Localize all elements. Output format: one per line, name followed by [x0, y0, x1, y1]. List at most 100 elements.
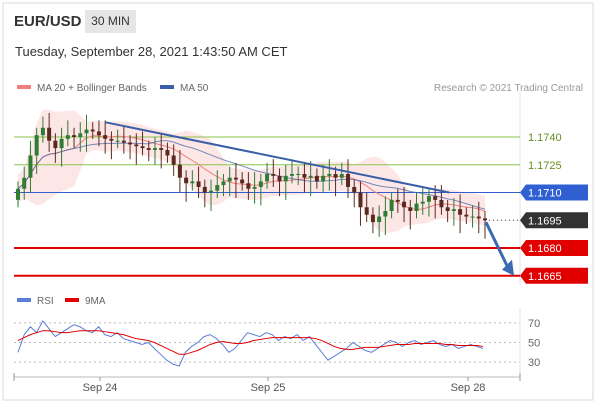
candle-body: [34, 135, 39, 156]
candle-body: [314, 175, 319, 182]
candle-body: [258, 181, 263, 187]
candle-body: [483, 218, 487, 221]
candle-body: [346, 174, 351, 187]
candle-body: [296, 174, 301, 175]
candle-body: [265, 174, 270, 182]
candle-body: [283, 175, 288, 182]
candle-body: [28, 155, 33, 178]
level-label-1.1725: 1.1725: [528, 160, 562, 172]
level-label-1.1710: 1.1710: [528, 188, 562, 200]
candle-body: [146, 148, 151, 150]
candle-body: [16, 188, 20, 200]
candle-body: [327, 174, 332, 176]
ma50-line: [17, 140, 486, 210]
candle-body: [402, 201, 407, 208]
ma20-line: [17, 135, 486, 212]
candle-body: [134, 144, 139, 147]
candle-body: [321, 175, 326, 182]
candle-body: [233, 177, 238, 180]
candle-body: [464, 214, 469, 217]
candle-body: [470, 216, 475, 218]
candle-body: [140, 146, 145, 149]
ma50-legend-label: MA 50: [180, 83, 209, 94]
candle-body: [420, 201, 425, 204]
research-credit: Research © 2021 Trading Central: [433, 83, 583, 94]
candle-body: [240, 179, 245, 184]
candle-body: [246, 183, 251, 189]
candle-body: [65, 135, 70, 139]
level-label-1.1740: 1.1740: [528, 132, 562, 144]
candle-body: [90, 129, 95, 132]
candle-body: [96, 131, 101, 136]
candle-body: [252, 186, 257, 189]
candle-body: [103, 135, 108, 139]
x-tick-label: Sep 24: [83, 382, 118, 394]
chart-header: EUR/USD 30 MIN: [0, 0, 597, 36]
candle-body: [377, 216, 382, 223]
current-price-label: 1.1695: [528, 215, 562, 227]
candle-body: [152, 148, 157, 150]
candle-body: [47, 127, 52, 141]
candle-body: [227, 177, 232, 182]
candle-body: [458, 209, 463, 215]
level-label-1.1665: 1.1665: [528, 271, 562, 283]
candle-body: [109, 138, 114, 141]
candle-body: [121, 140, 126, 143]
candle-body: [215, 185, 220, 191]
rsi-ma-swatch: [65, 298, 79, 303]
level-tag-1.1710: [520, 184, 588, 201]
candle-body: [221, 181, 226, 186]
level-tag-1.1665: [520, 267, 588, 284]
candle-body: [72, 135, 77, 137]
symbol-label: EUR/USD: [14, 13, 82, 30]
candle-body: [395, 199, 400, 202]
candle-body: [302, 174, 307, 178]
candle-body: [271, 174, 276, 176]
candle-body: [78, 133, 83, 137]
rsi-tick-label: 70: [528, 318, 540, 330]
forecast-arrow-head: [502, 259, 514, 276]
candle-body: [445, 207, 450, 211]
legend-ma20: MA 20 + Bollinger Bands: [17, 83, 147, 94]
timeframe-badge[interactable]: 30 MIN: [85, 10, 136, 33]
legend-rsi: RSI: [17, 296, 54, 307]
candle-body: [358, 192, 363, 208]
candle-body: [84, 129, 89, 134]
candle-body: [159, 148, 164, 150]
candles-group: [16, 112, 487, 239]
candle-body: [277, 175, 282, 182]
candle-body: [414, 203, 419, 211]
candle-body: [476, 216, 481, 219]
current-price-tag: [520, 212, 588, 229]
ma20-legend-label: MA 20 + Bollinger Bands: [37, 83, 147, 94]
candle-body: [128, 142, 133, 145]
candle-body: [202, 186, 207, 193]
candle-body: [184, 177, 189, 184]
candle-body: [383, 211, 388, 217]
outer-frame: [2, 2, 594, 401]
candle-body: [370, 214, 375, 223]
candle-body: [196, 181, 201, 187]
legend-ma50: MA 50: [160, 83, 208, 94]
resistance-trendline: [104, 121, 450, 194]
rsi-ma-legend-label: 9MA: [85, 296, 106, 307]
bollinger-band: [18, 109, 485, 234]
rsi-ma-line: [17, 330, 484, 355]
timestamp: Tuesday, September 28, 2021 1:43:50 AM C…: [15, 44, 288, 59]
candle-body: [451, 209, 456, 211]
candle-body: [433, 196, 438, 200]
candle-body: [53, 140, 58, 149]
candle-body: [364, 207, 369, 215]
candle-body: [289, 174, 294, 176]
candle-body: [352, 186, 357, 193]
candle-body: [308, 175, 313, 178]
candle-body: [439, 199, 444, 208]
candle-body: [408, 207, 413, 211]
rsi-tick-label: 30: [528, 357, 540, 369]
candle-body: [115, 140, 120, 142]
candle-body: [40, 127, 45, 136]
rsi-swatch: [17, 298, 31, 303]
candle-body: [171, 155, 176, 165]
level-label-1.1680: 1.1680: [528, 243, 562, 255]
